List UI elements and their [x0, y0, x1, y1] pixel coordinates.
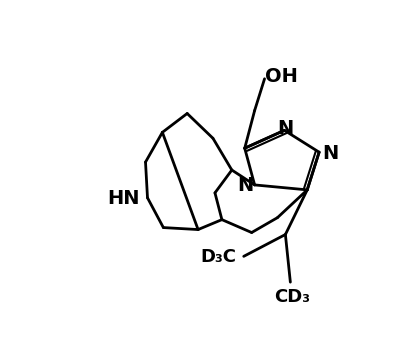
- Text: N: N: [322, 144, 338, 163]
- Text: HN: HN: [107, 189, 140, 208]
- Text: CD₃: CD₃: [274, 288, 310, 306]
- Text: N: N: [277, 119, 294, 138]
- Text: D₃C: D₃C: [200, 248, 236, 266]
- Text: N: N: [238, 176, 254, 195]
- Text: OH: OH: [265, 67, 298, 86]
